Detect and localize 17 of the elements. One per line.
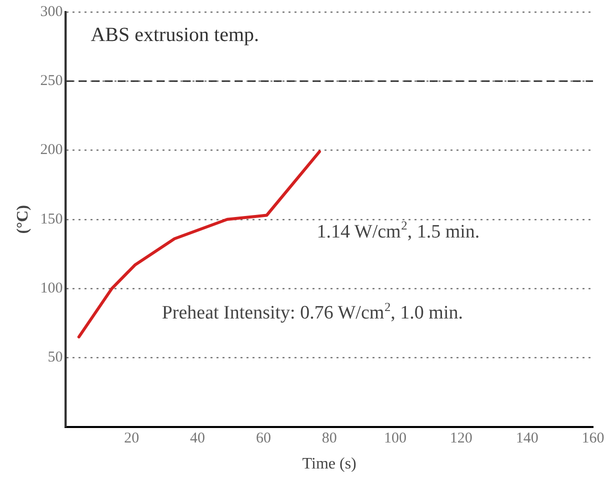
x-tick-label: 120 (450, 430, 472, 447)
x-tick-label: 40 (190, 430, 206, 447)
y-tick-label: 100 (40, 280, 63, 296)
y-tick-label: 150 (40, 211, 63, 228)
x-tick-label: 20 (124, 430, 140, 447)
y-tick-label: 50 (48, 350, 63, 366)
y-tick-label: 200 (40, 142, 63, 158)
y-tick-label: 250 (40, 73, 63, 90)
x-tick-label: 160 (582, 430, 604, 447)
x-tick-label: 80 (322, 430, 337, 447)
ref-line-label: ABS extrusion temp. (90, 24, 260, 46)
x-axis-title: Time (s) (302, 456, 356, 473)
y-tick-label: 300 (40, 4, 63, 20)
y-axis-title: (°C) (14, 205, 32, 234)
x-tick-label: 140 (516, 430, 538, 447)
x-tick-label: 60 (256, 430, 271, 447)
x-tick-label: 100 (384, 430, 407, 447)
